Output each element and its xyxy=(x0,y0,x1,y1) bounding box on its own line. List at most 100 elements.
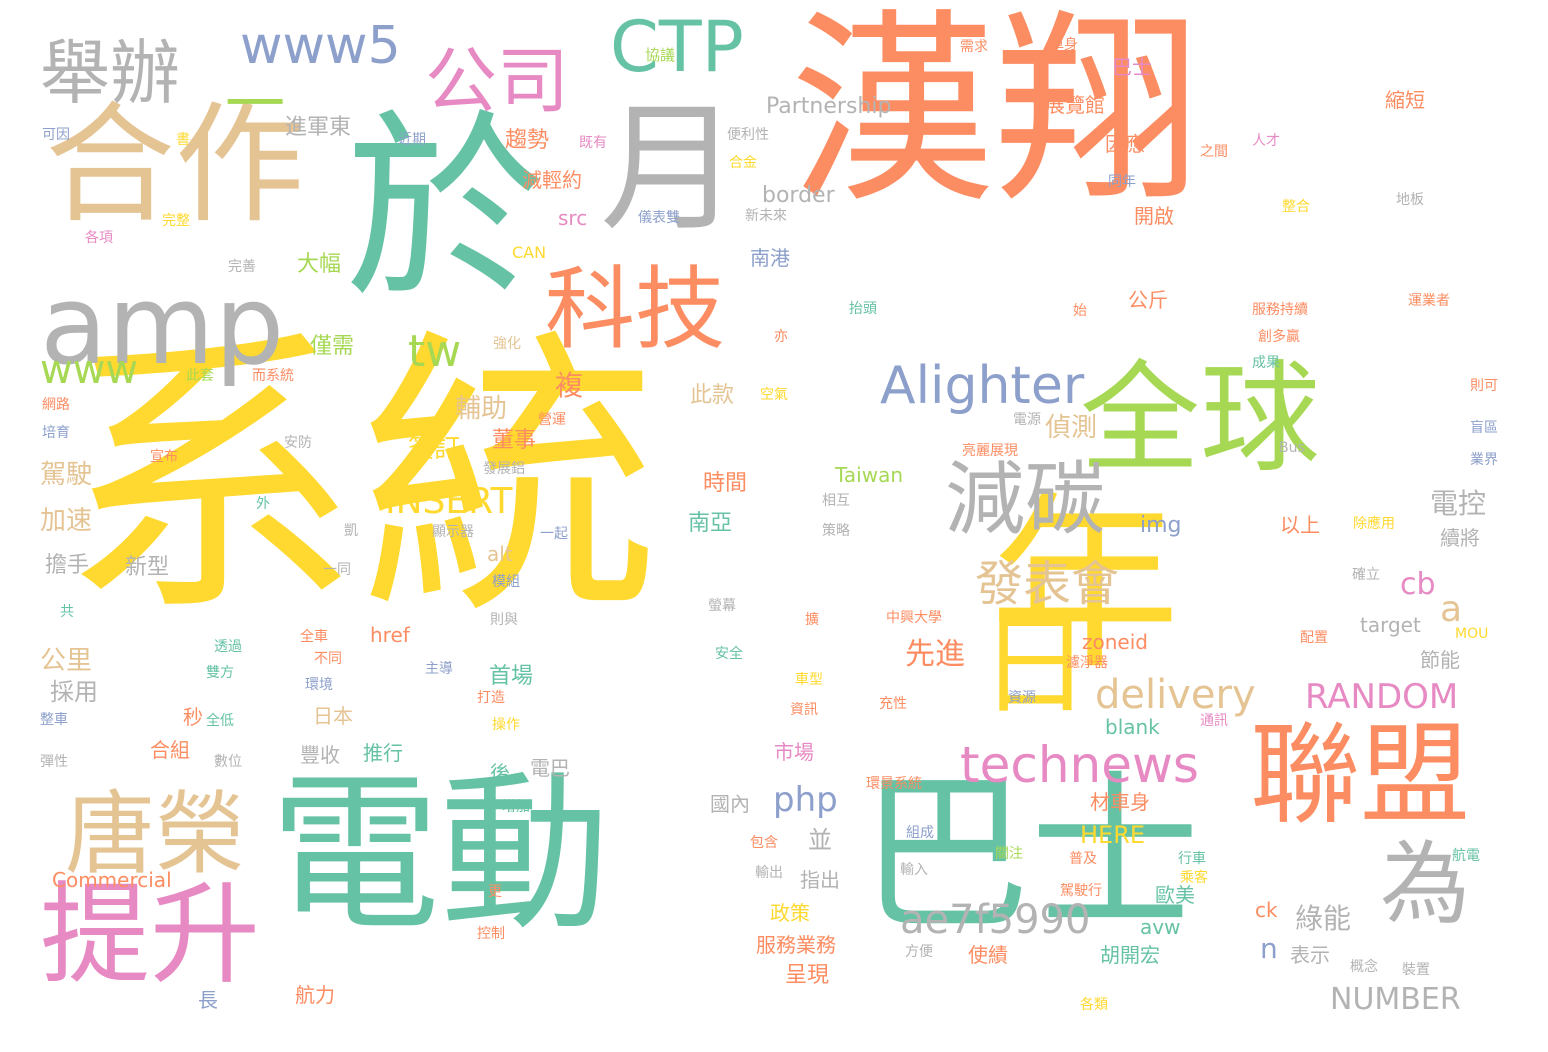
word-183: 增加 xyxy=(502,799,530,815)
word-132: 則可 xyxy=(1470,378,1498,394)
word-113: 合金 xyxy=(729,155,757,171)
word-105: 需求 xyxy=(960,39,988,55)
word-154: 一同 xyxy=(323,562,351,578)
word-44: 偵測 xyxy=(1045,413,1098,443)
word-24: 發表會 xyxy=(975,556,1120,612)
word-32: a xyxy=(1440,589,1463,630)
word-149: 策略 xyxy=(822,523,850,539)
word-25: ae7f5990 xyxy=(900,897,1091,943)
word-137: 營運 xyxy=(538,412,566,428)
word-5: 年 xyxy=(990,474,1181,695)
word-189: 行車 xyxy=(1178,851,1206,867)
word-59: 巴士 xyxy=(1112,55,1152,79)
word-194: 駕駛行 xyxy=(1060,883,1102,899)
word-103: 航力 xyxy=(295,983,335,1007)
word-73: 節能 xyxy=(1420,648,1460,672)
word-21: www5 xyxy=(240,16,401,76)
word-27: www xyxy=(40,347,139,393)
word-186: 包含 xyxy=(750,835,778,851)
word-35: NUMBER xyxy=(1330,982,1461,1017)
word-61: 因應 xyxy=(1105,132,1145,156)
word-171: 主導 xyxy=(425,661,453,677)
word-89: 指出 xyxy=(800,868,840,892)
word-118: 地板 xyxy=(1396,192,1424,208)
word-177: 操作 xyxy=(492,717,520,733)
word-57: Partnership xyxy=(766,94,892,119)
word-10: amp xyxy=(40,261,285,389)
word-11: 提升 xyxy=(40,871,260,999)
word-191: 乘客 xyxy=(1180,870,1208,886)
word-143: 發展鋁 xyxy=(483,461,525,477)
word-99: 使績 xyxy=(968,943,1008,967)
word-46: 公里 xyxy=(40,646,93,676)
word-41: 簽訂 xyxy=(408,434,461,464)
word-135: 網路 xyxy=(42,397,70,413)
word-22: Alighter xyxy=(880,356,1085,416)
word-79: 秒 xyxy=(183,705,203,729)
word-138: 電源 xyxy=(1013,412,1041,428)
word-127: 運業者 xyxy=(1408,293,1450,309)
word-69: Taiwan xyxy=(835,463,904,487)
word-176: 全低 xyxy=(206,713,234,729)
word-139: 培育 xyxy=(42,425,70,441)
word-85: 後 xyxy=(490,761,510,785)
word-144: Bus xyxy=(1279,440,1305,456)
word-120: 各項 xyxy=(85,230,113,246)
word-190: 航電 xyxy=(1452,848,1480,864)
word-42: 駕駛 xyxy=(40,460,93,490)
word-131: 成果 xyxy=(1252,355,1280,371)
word-91: 服務業務 xyxy=(756,933,836,957)
word-173: 打造 xyxy=(477,690,505,706)
word-140: 安防 xyxy=(284,435,312,451)
word-78: 首場 xyxy=(489,664,534,689)
word-125: 始 xyxy=(1073,303,1087,319)
word-87: 市場 xyxy=(774,740,814,764)
word-184: 環景系統 xyxy=(866,776,922,792)
word-39: 複 xyxy=(555,369,584,402)
word-28: tw xyxy=(408,326,462,377)
word-17: 舉辦 xyxy=(40,32,180,114)
word-165: 全車 xyxy=(300,629,328,645)
word-136: 空氣 xyxy=(760,387,788,403)
word-161: 擴 xyxy=(805,612,819,628)
word-33: cb xyxy=(1400,567,1436,602)
word-38: n xyxy=(1260,932,1278,965)
word-134: 而系統 xyxy=(252,368,294,384)
word-29: INSERT xyxy=(385,481,513,522)
word-141: 亮麗展現 xyxy=(962,443,1018,459)
word-163: 配置 xyxy=(1300,630,1328,646)
word-58: 展覽館 xyxy=(1045,93,1105,117)
word-197: 方便 xyxy=(905,944,933,960)
word-49: 新型 xyxy=(125,555,170,580)
word-121: 儀表雙 xyxy=(638,210,680,226)
word-185: 組成 xyxy=(906,825,934,841)
word-170: 環境 xyxy=(305,677,333,693)
word-153: 一起 xyxy=(540,526,568,542)
word-108: 可因 xyxy=(42,127,70,143)
word-106: 車身 xyxy=(1050,37,1078,53)
word-192: 輸入 xyxy=(900,862,928,878)
word-20: 一 xyxy=(225,70,285,140)
word-122: 新未來 xyxy=(745,208,787,224)
word-128: 創多贏 xyxy=(1258,329,1300,345)
word-14: 日 xyxy=(980,601,1090,729)
word-178: 資訊 xyxy=(790,702,818,718)
word-172: 車型 xyxy=(795,672,823,688)
word-74: target xyxy=(1360,613,1421,637)
word-124: 抬頭 xyxy=(849,301,877,317)
word-174: 資源 xyxy=(1008,690,1036,706)
word-166: 不同 xyxy=(314,651,342,667)
word-86: 國內 xyxy=(710,792,750,816)
word-9: 聯盟 xyxy=(1250,711,1470,839)
word-158: 螢幕 xyxy=(708,598,736,614)
word-155: 模組 xyxy=(492,574,520,590)
word-114: 人才 xyxy=(1252,133,1280,149)
word-81: 日本 xyxy=(313,704,353,728)
word-4: 於 xyxy=(345,93,546,326)
word-19: CTP xyxy=(610,6,744,88)
word-7: 月 xyxy=(600,88,741,251)
word-64: src xyxy=(558,206,588,230)
word-159: 中興大學 xyxy=(886,610,942,626)
word-40: 輔助 xyxy=(455,394,508,424)
word-30: RANDOM xyxy=(1305,677,1459,717)
